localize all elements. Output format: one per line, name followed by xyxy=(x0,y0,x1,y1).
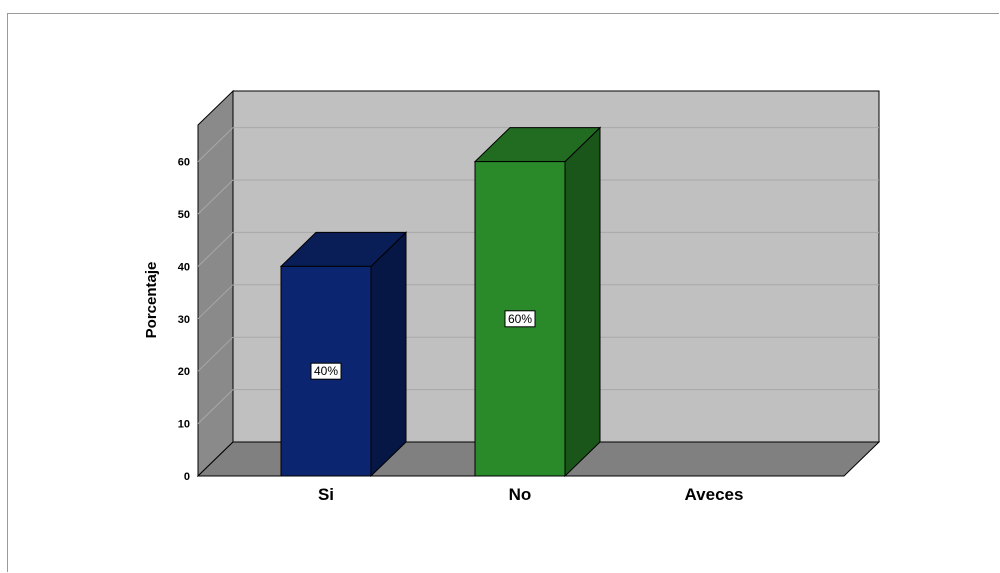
data-label-box xyxy=(310,362,342,380)
gridline-side xyxy=(197,389,234,424)
gridline-side xyxy=(197,127,234,162)
y-tick-label: 60 xyxy=(178,157,190,169)
gridline-side xyxy=(197,179,234,215)
gridline-side xyxy=(197,232,234,267)
y-tick-label: 10 xyxy=(178,419,190,431)
data-label: 60% xyxy=(508,312,532,326)
x-category-label: Si xyxy=(318,485,334,504)
y-tick-label: 20 xyxy=(178,366,190,378)
x-category-label: Aveces xyxy=(685,485,744,504)
x-category-label: No xyxy=(509,485,532,504)
y-axis-title: Porcentaje xyxy=(143,262,160,339)
data-label-box xyxy=(504,310,536,328)
gridline-side xyxy=(197,284,234,320)
data-label: 40% xyxy=(314,364,338,378)
y-tick-label: 40 xyxy=(178,261,190,273)
bar-side xyxy=(370,231,407,478)
y-tick-label: 30 xyxy=(178,314,190,326)
bar-side xyxy=(564,126,601,478)
bars: 40% 60% xyxy=(279,126,602,478)
y-tick-label: 0 xyxy=(184,471,190,483)
y-axis-ticks: 0 10 20 30 40 50 60 xyxy=(178,157,190,483)
x-axis-categories: Si No Aveces xyxy=(318,485,743,504)
y-tick-label: 50 xyxy=(178,209,190,221)
gridline-side xyxy=(197,336,234,372)
